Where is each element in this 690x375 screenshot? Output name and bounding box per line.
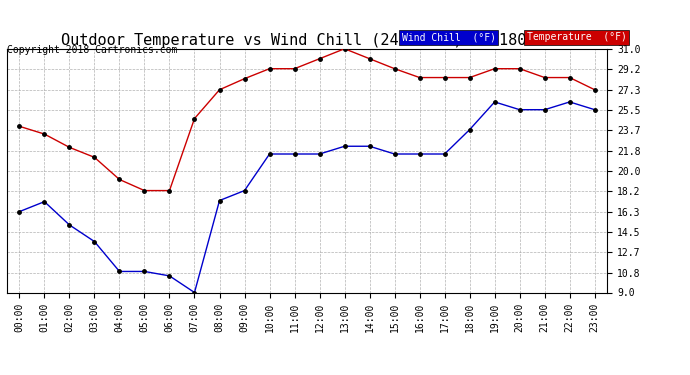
Text: Wind Chill  (°F): Wind Chill (°F) — [402, 32, 495, 42]
Title: Outdoor Temperature vs Wind Chill (24 Hours)  20180308: Outdoor Temperature vs Wind Chill (24 Ho… — [61, 33, 553, 48]
Text: Copyright 2018 Cartronics.com: Copyright 2018 Cartronics.com — [7, 45, 177, 55]
Text: Temperature  (°F): Temperature (°F) — [526, 32, 627, 42]
